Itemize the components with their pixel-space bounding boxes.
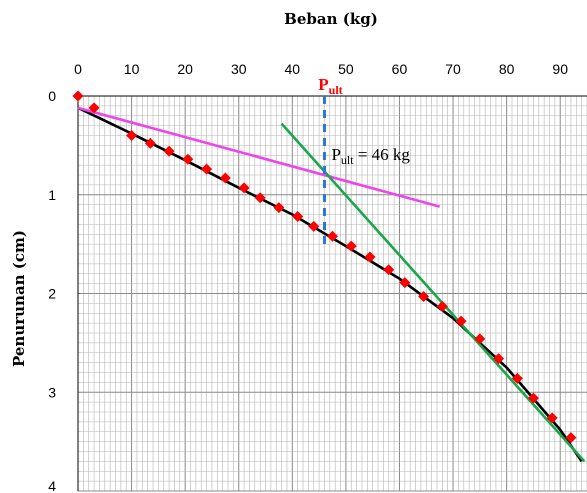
- y-tick-label: 2: [48, 286, 56, 302]
- scatter-point: [308, 220, 320, 232]
- scatter-point: [364, 251, 376, 263]
- x-tick-label: 60: [392, 61, 408, 77]
- scatter-point: [546, 412, 558, 424]
- scatter-point: [327, 230, 338, 242]
- scatter-point: [565, 432, 577, 444]
- scatter-point: [493, 353, 505, 365]
- scatter-point: [126, 130, 138, 141]
- tick-labels: 0 10 20 30 40 50 60 70 80 90 0 1 2 3 4: [48, 61, 568, 493]
- scatter-point: [201, 163, 213, 175]
- scatter-point: [527, 392, 539, 404]
- x-tick-label: 50: [338, 61, 354, 77]
- chart-grid: [77, 95, 587, 492]
- scatter-point: [345, 240, 357, 252]
- scatter-point: [182, 153, 194, 165]
- x-tick-label: 70: [445, 61, 461, 77]
- scatter-point: [88, 102, 100, 114]
- x-tick-label: 10: [124, 61, 140, 77]
- x-tick-label: 90: [552, 61, 568, 77]
- scatter-point: [219, 172, 231, 184]
- x-tick-label: 20: [177, 61, 193, 77]
- x-axis-title: Beban (kg): [284, 10, 378, 28]
- pult-value-annotation: Pult = 46 kg: [331, 145, 410, 167]
- scatter-point: [238, 182, 250, 194]
- series-line-1: [77, 106, 441, 208]
- series-line-2: [280, 122, 586, 463]
- scatter-point: [418, 290, 430, 302]
- y-tick-label: 1: [48, 187, 56, 203]
- y-tick-label: 3: [48, 384, 56, 400]
- scatter-point: [399, 277, 411, 289]
- y-tick-label: 4: [48, 478, 56, 493]
- scatter-point: [273, 202, 285, 214]
- scatter-point: [292, 210, 304, 222]
- x-tick-label: 80: [499, 61, 515, 77]
- scatter-point: [144, 137, 156, 149]
- scatter-point: [455, 315, 467, 327]
- scatter-point: [163, 145, 175, 157]
- scatter-point: [383, 264, 395, 276]
- scatter-point: [72, 90, 84, 102]
- scatter-point: [436, 300, 448, 312]
- x-tick-label: 40: [285, 61, 301, 77]
- pult-label: Pult: [318, 75, 342, 97]
- scatter-point: [511, 372, 523, 384]
- y-tick-label: 0: [48, 88, 56, 104]
- scatter-point: [254, 192, 266, 204]
- y-axis-title: Penurunan (cm): [10, 230, 28, 367]
- x-tick-label: 30: [231, 61, 247, 77]
- x-tick-label: 0: [74, 61, 82, 77]
- scatter-point: [474, 333, 486, 345]
- scatter-points: [72, 90, 577, 444]
